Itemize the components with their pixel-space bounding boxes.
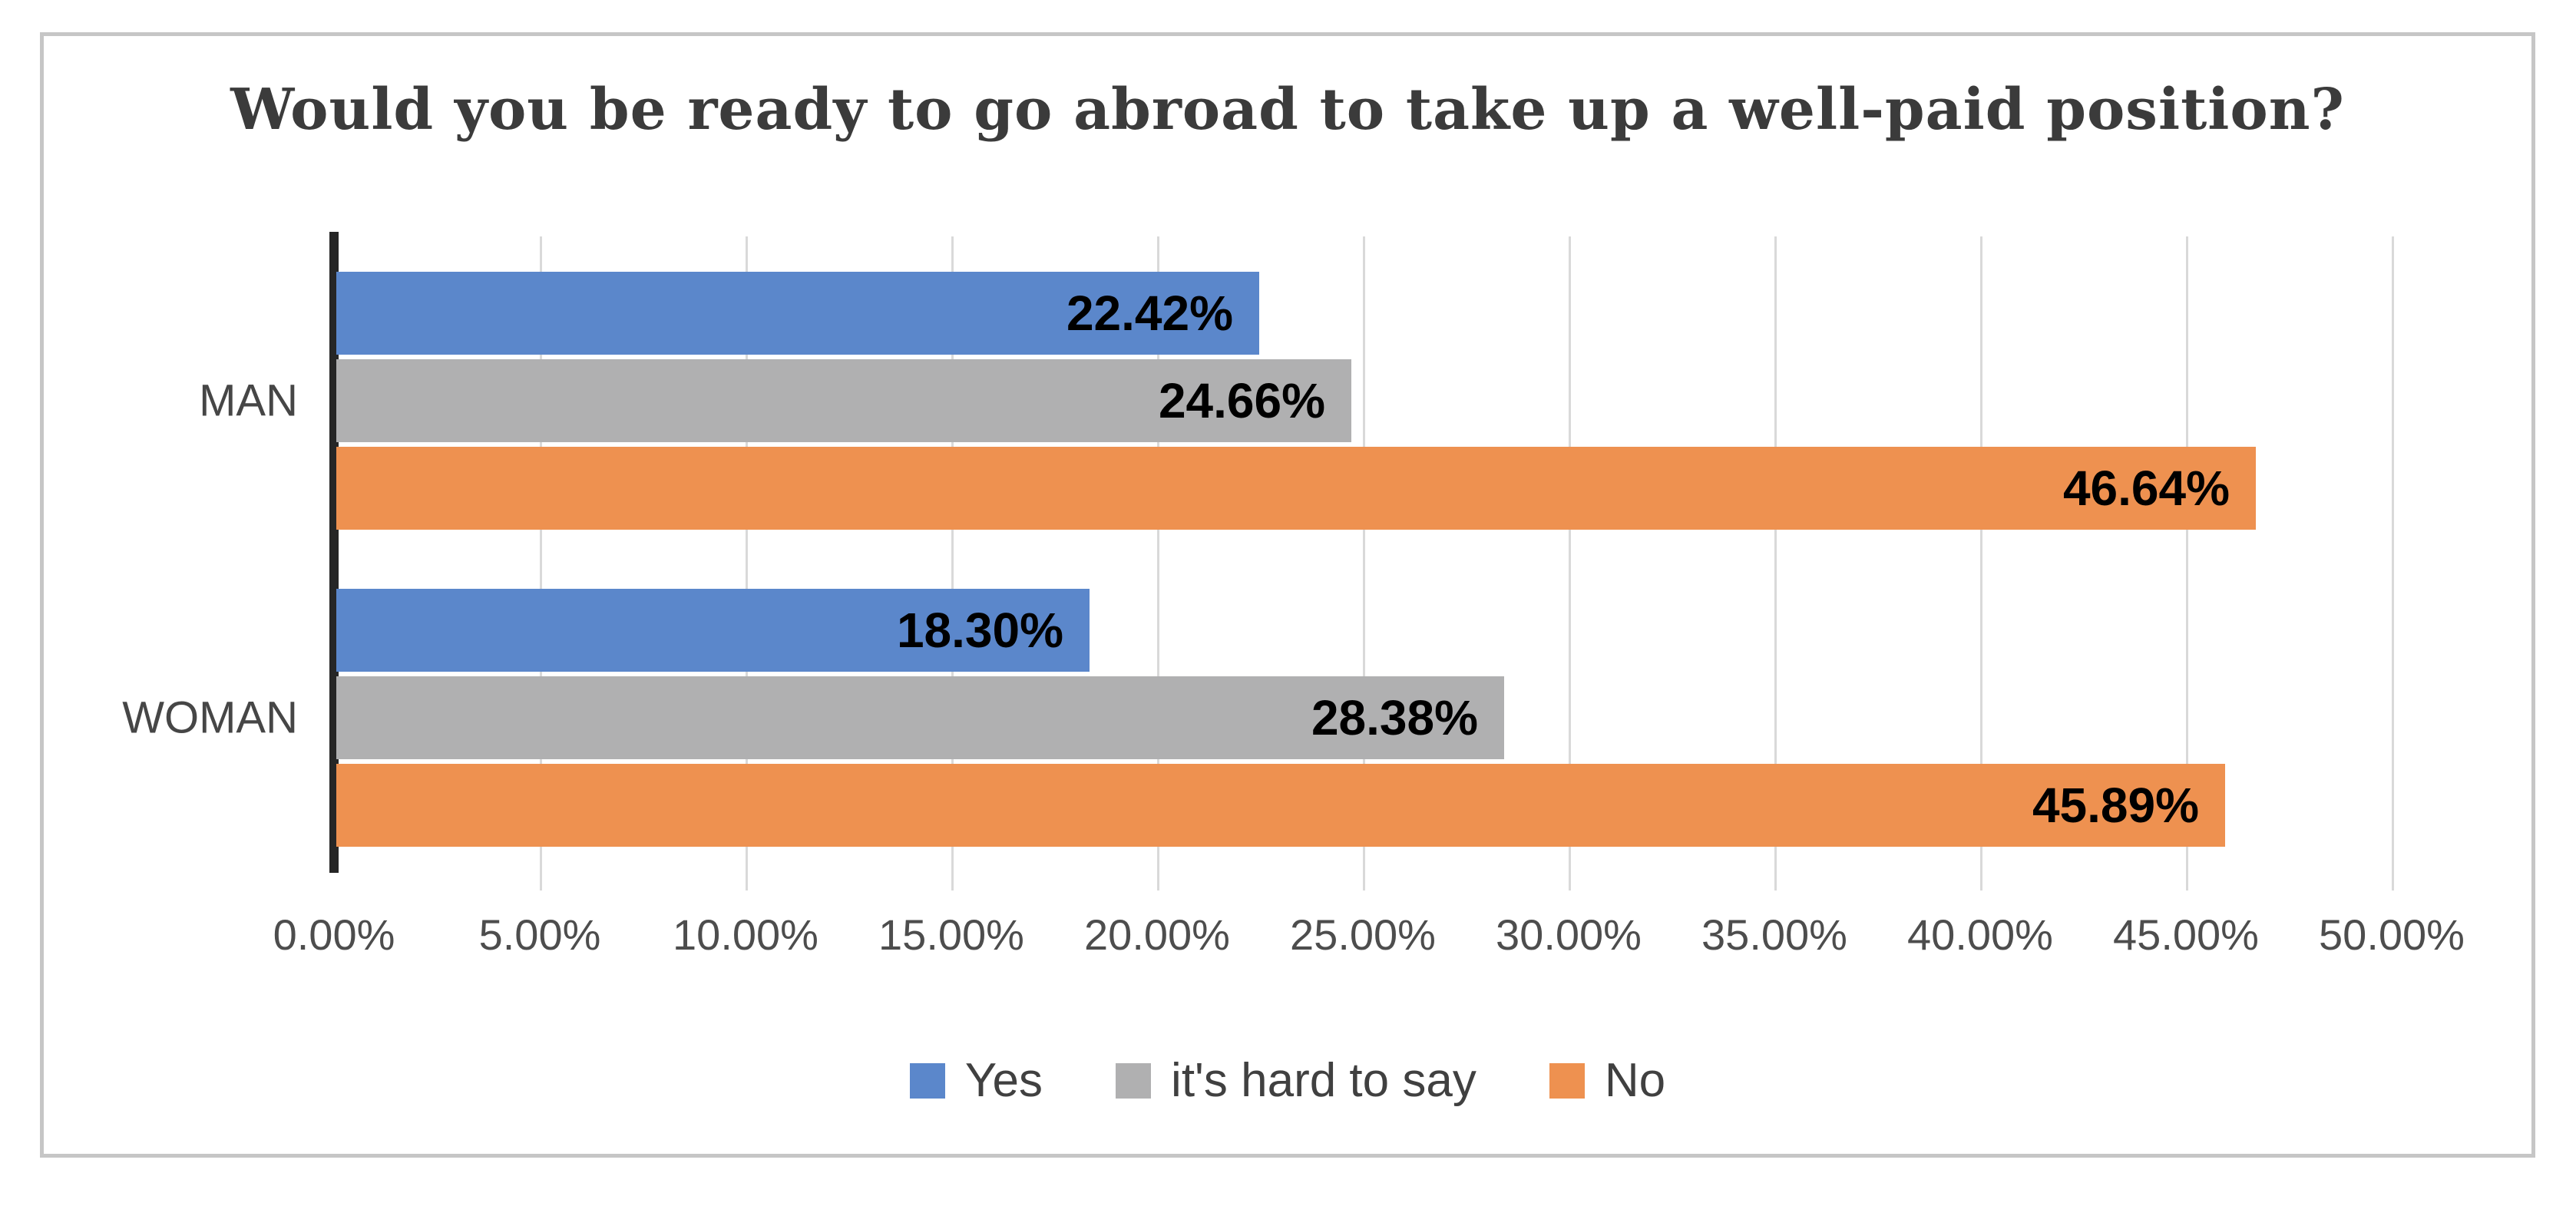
gridline bbox=[1363, 236, 1365, 890]
bar-data-label: 45.89% bbox=[2032, 778, 2199, 833]
bar-man-no: 46.64% bbox=[336, 447, 2256, 530]
bar-woman-no: 45.89% bbox=[336, 764, 2225, 847]
x-tick-label: 35.00% bbox=[1701, 910, 1847, 959]
gridline bbox=[1774, 236, 1777, 890]
gridline bbox=[1569, 236, 1571, 890]
x-tick-label: 45.00% bbox=[2113, 910, 2259, 959]
bar-data-label: 22.42% bbox=[1066, 286, 1233, 341]
x-tick-label: 40.00% bbox=[1907, 910, 2053, 959]
legend-item: Yes bbox=[909, 1053, 1043, 1108]
bar-man-hard-to-say: 24.66% bbox=[336, 359, 1351, 442]
bar-woman-hard-to-say: 28.38% bbox=[336, 676, 1504, 759]
bar-man-yes: 22.42% bbox=[336, 272, 1259, 355]
x-tick-label: 0.00% bbox=[273, 910, 395, 959]
legend-swatch-icon bbox=[909, 1062, 945, 1099]
x-tick-label: 50.00% bbox=[2319, 910, 2465, 959]
gridline bbox=[1980, 236, 1982, 890]
legend-item: No bbox=[1549, 1053, 1665, 1108]
category-label-man: MAN bbox=[199, 375, 298, 426]
gridline bbox=[540, 236, 542, 890]
legend-label: it's hard to say bbox=[1171, 1054, 1476, 1107]
x-tick-label: 10.00% bbox=[673, 910, 818, 959]
x-tick-label: 30.00% bbox=[1496, 910, 1642, 959]
legend: Yes it's hard to say No bbox=[40, 1053, 2535, 1108]
x-tick-label: 15.00% bbox=[878, 910, 1024, 959]
category-label-woman: WOMAN bbox=[122, 692, 298, 743]
x-tick-label: 25.00% bbox=[1290, 910, 1436, 959]
gridline bbox=[2186, 236, 2188, 890]
x-tick-label: 5.00% bbox=[478, 910, 601, 959]
bar-data-label: 24.66% bbox=[1158, 373, 1325, 428]
legend-swatch-icon bbox=[1116, 1062, 1152, 1099]
gridline bbox=[2392, 236, 2394, 890]
bar-data-label: 46.64% bbox=[2062, 461, 2230, 516]
legend-label: No bbox=[1604, 1054, 1666, 1107]
bar-data-label: 28.38% bbox=[1311, 690, 1478, 745]
gridline bbox=[1157, 236, 1159, 890]
legend-item: it's hard to say bbox=[1116, 1053, 1476, 1108]
legend-label: Yes bbox=[964, 1054, 1043, 1107]
bar-woman-yes: 18.30% bbox=[336, 589, 1090, 672]
gridline bbox=[746, 236, 748, 890]
x-tick-label: 20.00% bbox=[1084, 910, 1230, 959]
legend-swatch-icon bbox=[1549, 1062, 1585, 1099]
bar-data-label: 18.30% bbox=[896, 603, 1063, 658]
chart-title: Would you be ready to go abroad to take … bbox=[230, 77, 2345, 143]
gridline bbox=[951, 236, 954, 890]
